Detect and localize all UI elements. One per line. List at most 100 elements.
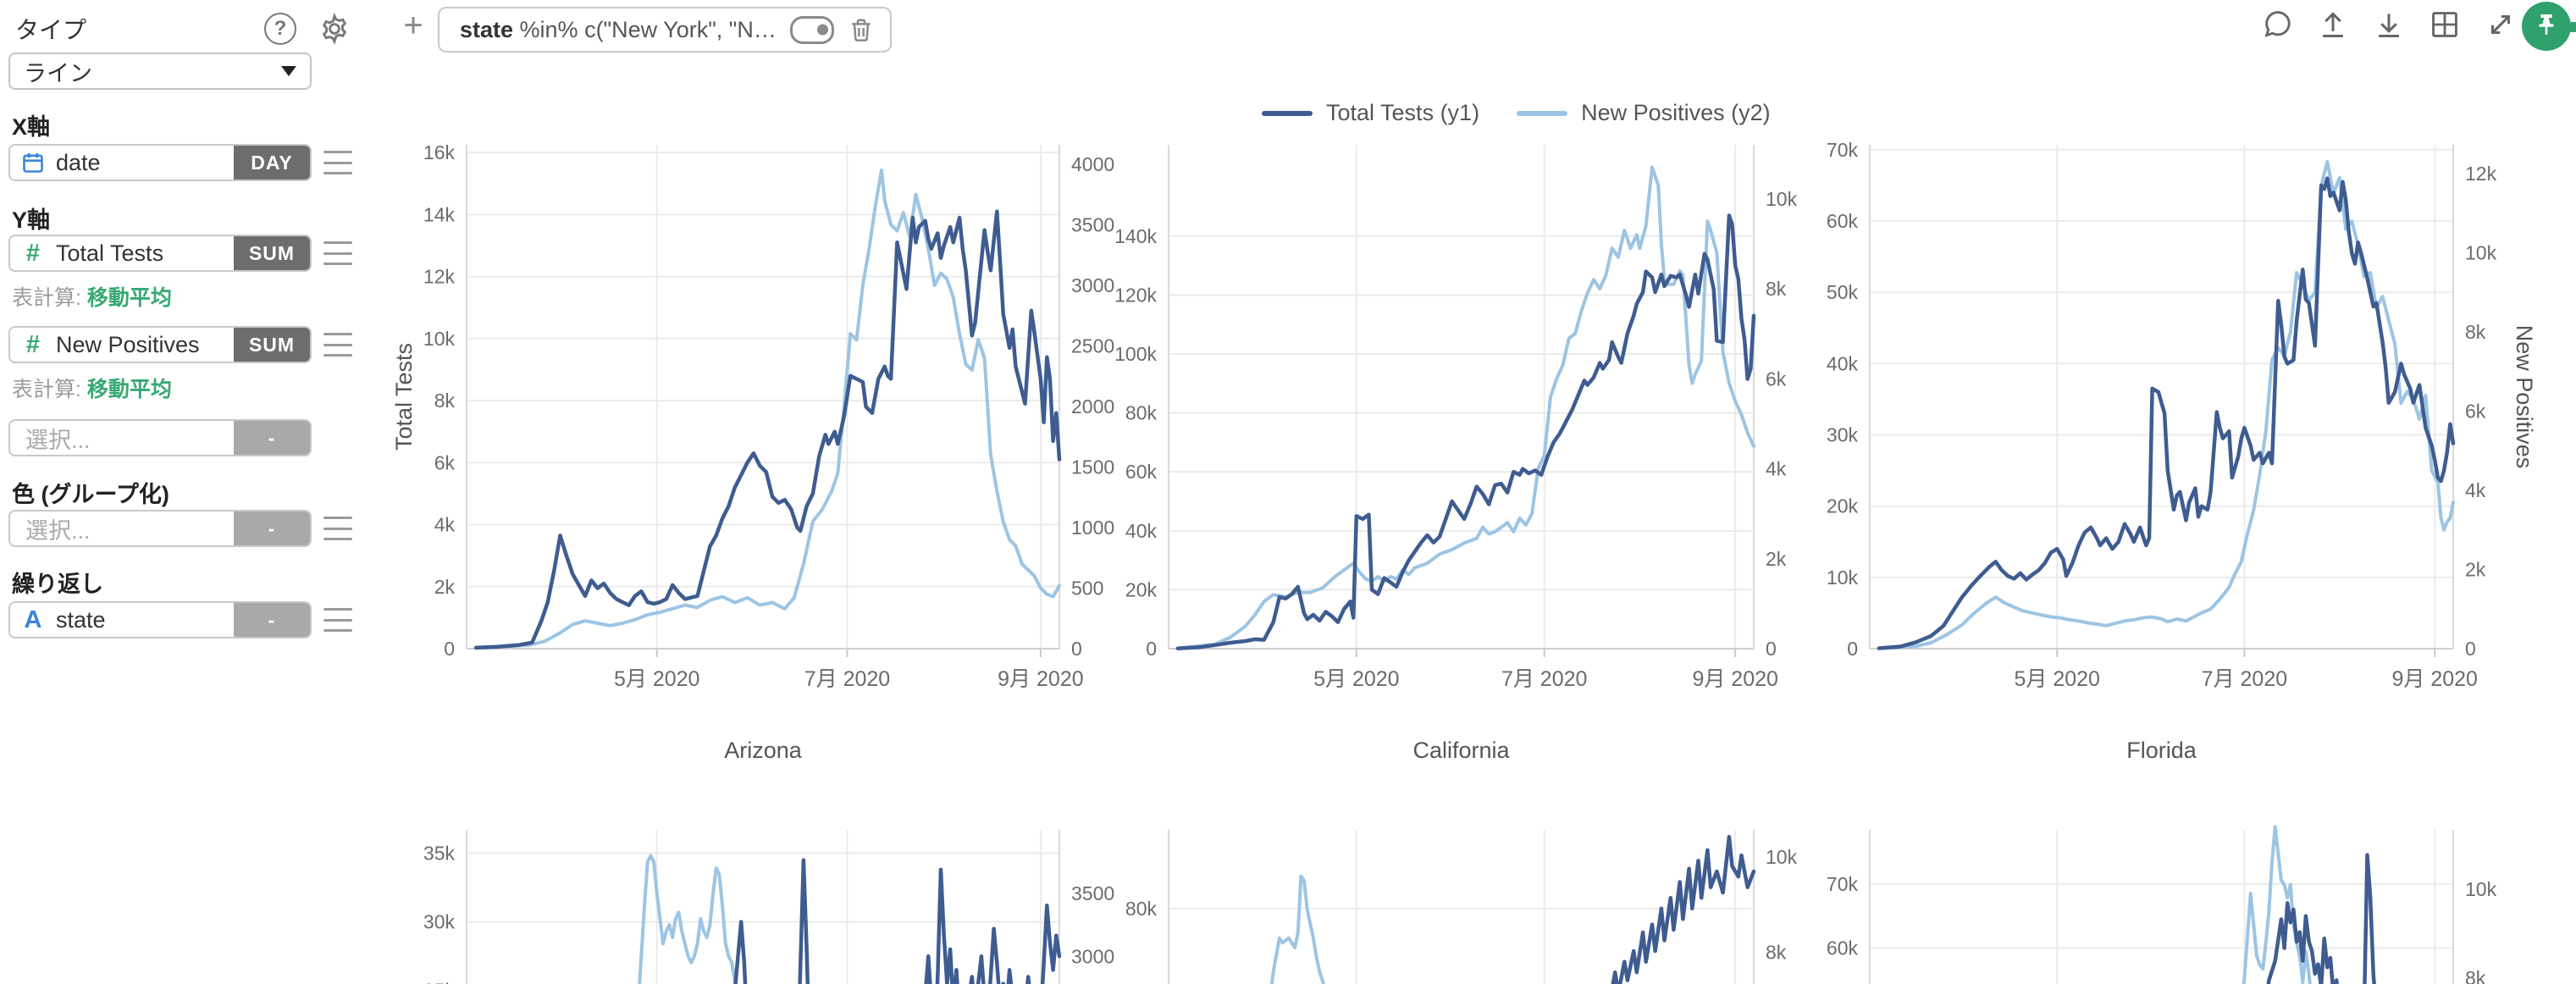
y-axis-field-total-tests[interactable]: # Total Tests SUM: [8, 235, 312, 272]
x-axis-menu-icon[interactable]: [323, 151, 352, 174]
y-axis-aggregation-badge[interactable]: SUM: [234, 328, 310, 362]
y-axis-tick-label-left: 35k: [423, 843, 456, 865]
y-axis-tick-label-right: 8k: [1766, 278, 1787, 300]
download-icon[interactable]: [2373, 8, 2405, 41]
repeat-field-state[interactable]: A state -: [8, 601, 312, 638]
series-line-new-positives[interactable]: [591, 854, 1059, 984]
color-group-field[interactable]: 選択... -: [8, 510, 312, 547]
y-axis-tick-label-left: 6k: [434, 451, 456, 473]
aggregation-badge-empty: -: [234, 511, 310, 545]
y-axis-tick-label-right: 0: [1071, 638, 1082, 660]
facet-title: California: [1412, 738, 1510, 763]
legend-label: New Positives (y2): [1581, 100, 1771, 125]
y-axis-tick-label-left: 4k: [434, 514, 456, 536]
color-group-menu-icon[interactable]: [323, 517, 352, 540]
view-toolbar: [2261, 8, 2517, 41]
field-placeholder: 選択...: [25, 517, 91, 544]
legend-swatch-dark: [1262, 110, 1313, 116]
x-axis-section-label: X軸: [12, 114, 51, 140]
y-axis-field-empty[interactable]: 選択... -: [8, 419, 312, 456]
x-axis-tick-label: 5月 2020: [614, 667, 699, 691]
series-line-new-positives[interactable]: [474, 169, 1061, 650]
facet-title: Florida: [2126, 738, 2197, 763]
x-axis-field[interactable]: date DAY: [8, 144, 312, 181]
series-line-new-positives[interactable]: [1199, 874, 1754, 984]
y-axis-tick-label-right: 10k: [2465, 242, 2497, 264]
repeat-field-name: state: [56, 606, 106, 633]
series-line-total-tests[interactable]: [1199, 834, 1756, 984]
y-axis-tick-label-right: 12k: [2465, 163, 2497, 185]
caret-down-icon: [281, 66, 296, 76]
legend-label: Total Tests (y1): [1326, 100, 1480, 125]
pin-button[interactable]: [2522, 2, 2571, 51]
y-axis-tick-label-left: 25k: [423, 980, 456, 984]
series-line-total-tests[interactable]: [473, 209, 1062, 650]
y-axis-tick-label-left: 10k: [423, 328, 456, 350]
filter-toggle-icon[interactable]: [789, 15, 834, 44]
chart-type-value: ライン: [24, 60, 92, 86]
y-axis-tick-label-right: 10k: [2465, 878, 2497, 900]
add-filter-button[interactable]: +: [403, 7, 423, 44]
legend-item-new-positives[interactable]: New Positives (y2): [1517, 100, 1771, 126]
y-axis-tick-label-left: 100k: [1114, 343, 1157, 365]
y-axis-tick-label-left: 40k: [1827, 352, 1859, 374]
series-line-total-tests[interactable]: [1932, 853, 2454, 984]
trash-icon[interactable]: [848, 15, 875, 44]
help-icon[interactable]: ?: [264, 13, 296, 45]
y-axis-tick-label-right: 8k: [1766, 942, 1787, 964]
y-axis-tick-label-left: 12k: [423, 266, 456, 288]
comment-icon[interactable]: [2261, 8, 2293, 41]
y-axis-tick-label-right: 4k: [1766, 458, 1787, 480]
x-axis-tick-label: 9月 2020: [998, 667, 1083, 691]
y-axis-tick-label-right: 8k: [2465, 321, 2486, 343]
y-axis-tick-label-left: 0: [1847, 638, 1858, 660]
series-line-new-positives[interactable]: [1877, 160, 2455, 650]
y-axis-tick-label-right: 4000: [1071, 153, 1114, 175]
table-icon[interactable]: [2429, 8, 2461, 41]
filter-pill[interactable]: state %in% c("New York", "N…: [438, 7, 892, 53]
y-axis-tick-label-left: 14k: [423, 203, 456, 225]
y-axis-tick-label-right: 8k: [2465, 967, 2486, 984]
aggregation-badge-empty: -: [234, 603, 310, 637]
settings-gear-icon[interactable]: [318, 13, 351, 45]
y-axis-tick-label-right: 0: [1766, 638, 1777, 660]
x-axis-tick-label: 9月 2020: [2392, 667, 2478, 691]
y-axis-section-label: Y軸: [12, 207, 51, 233]
series-line-new-positives[interactable]: [1175, 165, 1755, 650]
repeat-menu-icon[interactable]: [323, 608, 352, 632]
y-axis-tick-label-right: 1500: [1071, 456, 1114, 478]
chart-type-select[interactable]: ライン: [8, 53, 312, 90]
y-axis-aggregation-badge[interactable]: SUM: [234, 236, 310, 270]
x-axis-tick-label: 9月 2020: [1692, 667, 1777, 691]
series-line-total-tests[interactable]: [1877, 176, 2456, 650]
table-calc-value[interactable]: 移動平均: [86, 286, 172, 310]
y-axis-tick-label-left: 20k: [1125, 578, 1158, 600]
pin-icon: [2533, 11, 2560, 42]
series-line-total-tests[interactable]: [1175, 213, 1756, 650]
y-axis-field-new-positives[interactable]: # New Positives SUM: [8, 326, 312, 363]
number-icon: #: [25, 330, 41, 358]
text-icon: A: [24, 605, 42, 633]
y-axis-tick-label-left: 70k: [1827, 139, 1859, 161]
y-axis-menu-icon[interactable]: [323, 333, 352, 357]
x-axis-aggregation-badge[interactable]: DAY: [234, 146, 310, 180]
y-axis-tick-label-left: 0: [444, 638, 455, 660]
y-axis-tick-label-left: 140k: [1114, 225, 1157, 247]
table-calc-value[interactable]: 移動平均: [86, 378, 172, 401]
series-line-new-positives[interactable]: [1962, 825, 2453, 984]
legend-item-total-tests[interactable]: Total Tests (y1): [1262, 100, 1479, 126]
y-axis-tick-label-right: 10k: [1766, 188, 1798, 210]
chart-legend: Total Tests (y1) New Positives (y2): [1262, 100, 1771, 126]
table-calc-line: 表計算: 移動平均: [12, 281, 172, 312]
expand-icon[interactable]: [2485, 8, 2517, 41]
y-axis-menu-icon[interactable]: [323, 241, 352, 265]
y-axis-tick-label-left: 50k: [1827, 281, 1859, 303]
legend-swatch-light: [1517, 110, 1568, 116]
color-group-section-label: 色 (グループ化): [12, 482, 169, 507]
upload-icon[interactable]: [2317, 8, 2349, 41]
y-axis-tick-label-left: 2k: [434, 576, 456, 598]
chart-settings-sidebar: タイプ ? ライン X軸 date DAY Y軸 # Total T: [0, 0, 366, 984]
x-axis-tick-label: 5月 2020: [1313, 667, 1399, 691]
y-axis-tick-label-right: 6k: [2465, 401, 2486, 423]
